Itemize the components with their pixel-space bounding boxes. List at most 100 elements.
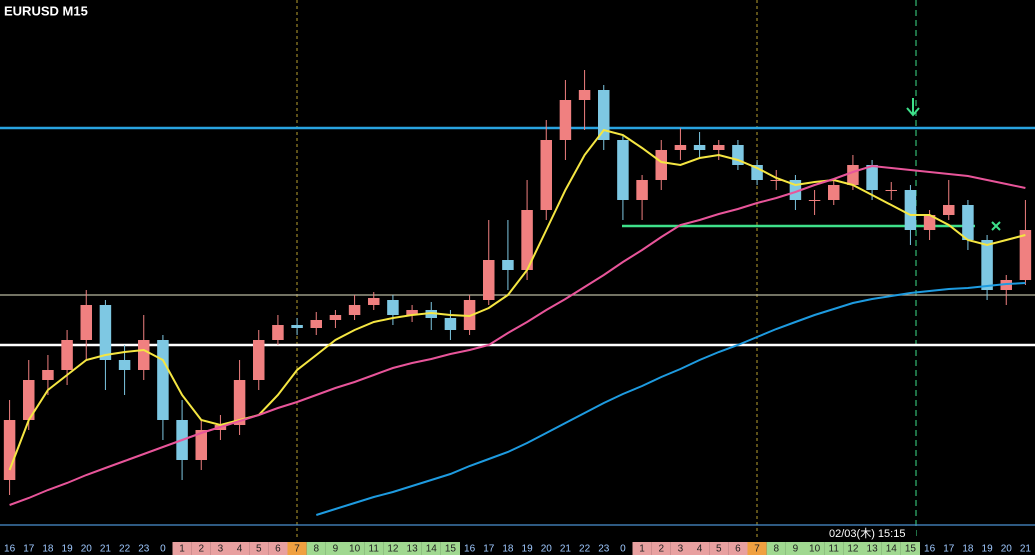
candle-body: [962, 205, 974, 240]
moving-average: [8, 128, 1026, 471]
session-band: [728, 542, 748, 555]
candle-body: [713, 145, 725, 150]
candle-body: [329, 315, 342, 320]
session-band: [862, 542, 882, 555]
x-tick-label: 18: [502, 544, 514, 555]
x-tick-label: 23: [138, 544, 150, 555]
session-band: [268, 542, 288, 555]
candle-body: [195, 430, 207, 460]
x-tick-label: 8: [773, 544, 779, 555]
session-band: [345, 542, 365, 555]
x-tick-label: 16: [4, 544, 16, 555]
session-band: [824, 542, 844, 555]
x-tick-label: 3: [218, 544, 224, 555]
candle-body: [981, 240, 993, 290]
candle-body: [502, 260, 514, 270]
x-tick-label: 22: [119, 544, 131, 555]
session-band: [785, 542, 805, 555]
x-tick-label: 17: [943, 544, 955, 555]
candle-body: [80, 305, 92, 340]
candle-body: [751, 165, 763, 180]
candle-body: [368, 298, 380, 305]
chart-title: EURUSD M15: [4, 3, 88, 18]
candle-body: [598, 90, 610, 140]
x-tick-label: 12: [387, 544, 399, 555]
moving-average: [9, 164, 1026, 506]
x-tick-label: 11: [829, 544, 840, 555]
x-tick-label: 18: [42, 544, 54, 555]
candle-body: [617, 140, 629, 200]
x-tick-label: 16: [924, 544, 936, 555]
session-band: [210, 542, 230, 555]
session-band: [881, 542, 901, 555]
session-band: [325, 542, 345, 555]
x-tick-label: 16: [464, 544, 476, 555]
x-tick-label: 7: [754, 544, 760, 555]
candle-body: [943, 205, 955, 215]
session-band: [306, 542, 326, 555]
session-band: [747, 542, 767, 555]
x-tick-label: 21: [100, 544, 112, 555]
x-tick-label: 15: [905, 544, 917, 555]
candle-body: [828, 185, 840, 200]
candle-body: [1019, 230, 1032, 280]
session-band: [651, 542, 671, 555]
x-tick-label: 12: [847, 544, 859, 555]
x-tick-label: 0: [160, 544, 166, 555]
x-tick-label: 20: [541, 544, 553, 555]
x-tick-label: 20: [1001, 544, 1013, 555]
session-band: [900, 542, 920, 555]
x-tick-label: 4: [697, 544, 703, 555]
candle-body: [636, 180, 648, 200]
x-tick-label: 2: [658, 544, 664, 555]
session-band: [766, 542, 786, 555]
candle-body: [138, 340, 150, 370]
x-tick-label: 7: [294, 544, 300, 555]
candle-body: [866, 165, 878, 190]
candle-body: [808, 200, 821, 201]
candle-body: [3, 420, 16, 480]
session-band: [670, 542, 690, 555]
candle-body: [483, 260, 495, 300]
candle-body: [61, 340, 73, 370]
time-label-bg: [826, 527, 916, 540]
x-tick-label: 10: [349, 544, 361, 555]
x-tick-label: 17: [483, 544, 495, 555]
x-tick-label: 5: [716, 544, 722, 555]
candle-body: [521, 210, 533, 270]
candle-body: [272, 325, 284, 340]
session-band: [230, 542, 250, 555]
x-tick-label: 8: [313, 544, 319, 555]
x-tick-label: 5: [256, 544, 262, 555]
candle-body: [770, 180, 782, 181]
x-tick-label: 14: [886, 544, 898, 555]
candle-body: [387, 300, 399, 315]
time-axis: 16 17 18 19 20 21 22 23 0 1 2 3 4 5 6 7 8 9 10 11 12 13 14 15 16…: [4, 542, 1031, 555]
session-band: [440, 542, 460, 555]
x-tick-label: 19: [982, 544, 994, 555]
candle-body: [23, 380, 35, 420]
candle-body: [732, 145, 744, 165]
x-tick-label: 6: [275, 544, 281, 555]
session-band: [805, 542, 825, 555]
candle-body: [99, 305, 112, 360]
candle-body: [789, 180, 802, 200]
candle-body: [693, 145, 706, 150]
x-tick-label: 9: [333, 544, 339, 555]
candle-body: [540, 140, 552, 210]
signal-cross: [991, 221, 1001, 231]
x-tick-label: 20: [81, 544, 93, 555]
session-band: [249, 542, 269, 555]
candle-body: [157, 340, 169, 420]
candle-body: [923, 215, 936, 230]
candle-body: [291, 325, 303, 328]
x-tick-label: 2: [198, 544, 204, 555]
candle-body: [904, 190, 917, 230]
candle-body: [348, 305, 361, 315]
x-tick-label: 9: [793, 544, 799, 555]
session-band: [364, 542, 384, 555]
x-tick-label: 21: [1020, 544, 1032, 555]
x-tick-label: 13: [867, 544, 879, 555]
candle-body: [578, 90, 591, 100]
